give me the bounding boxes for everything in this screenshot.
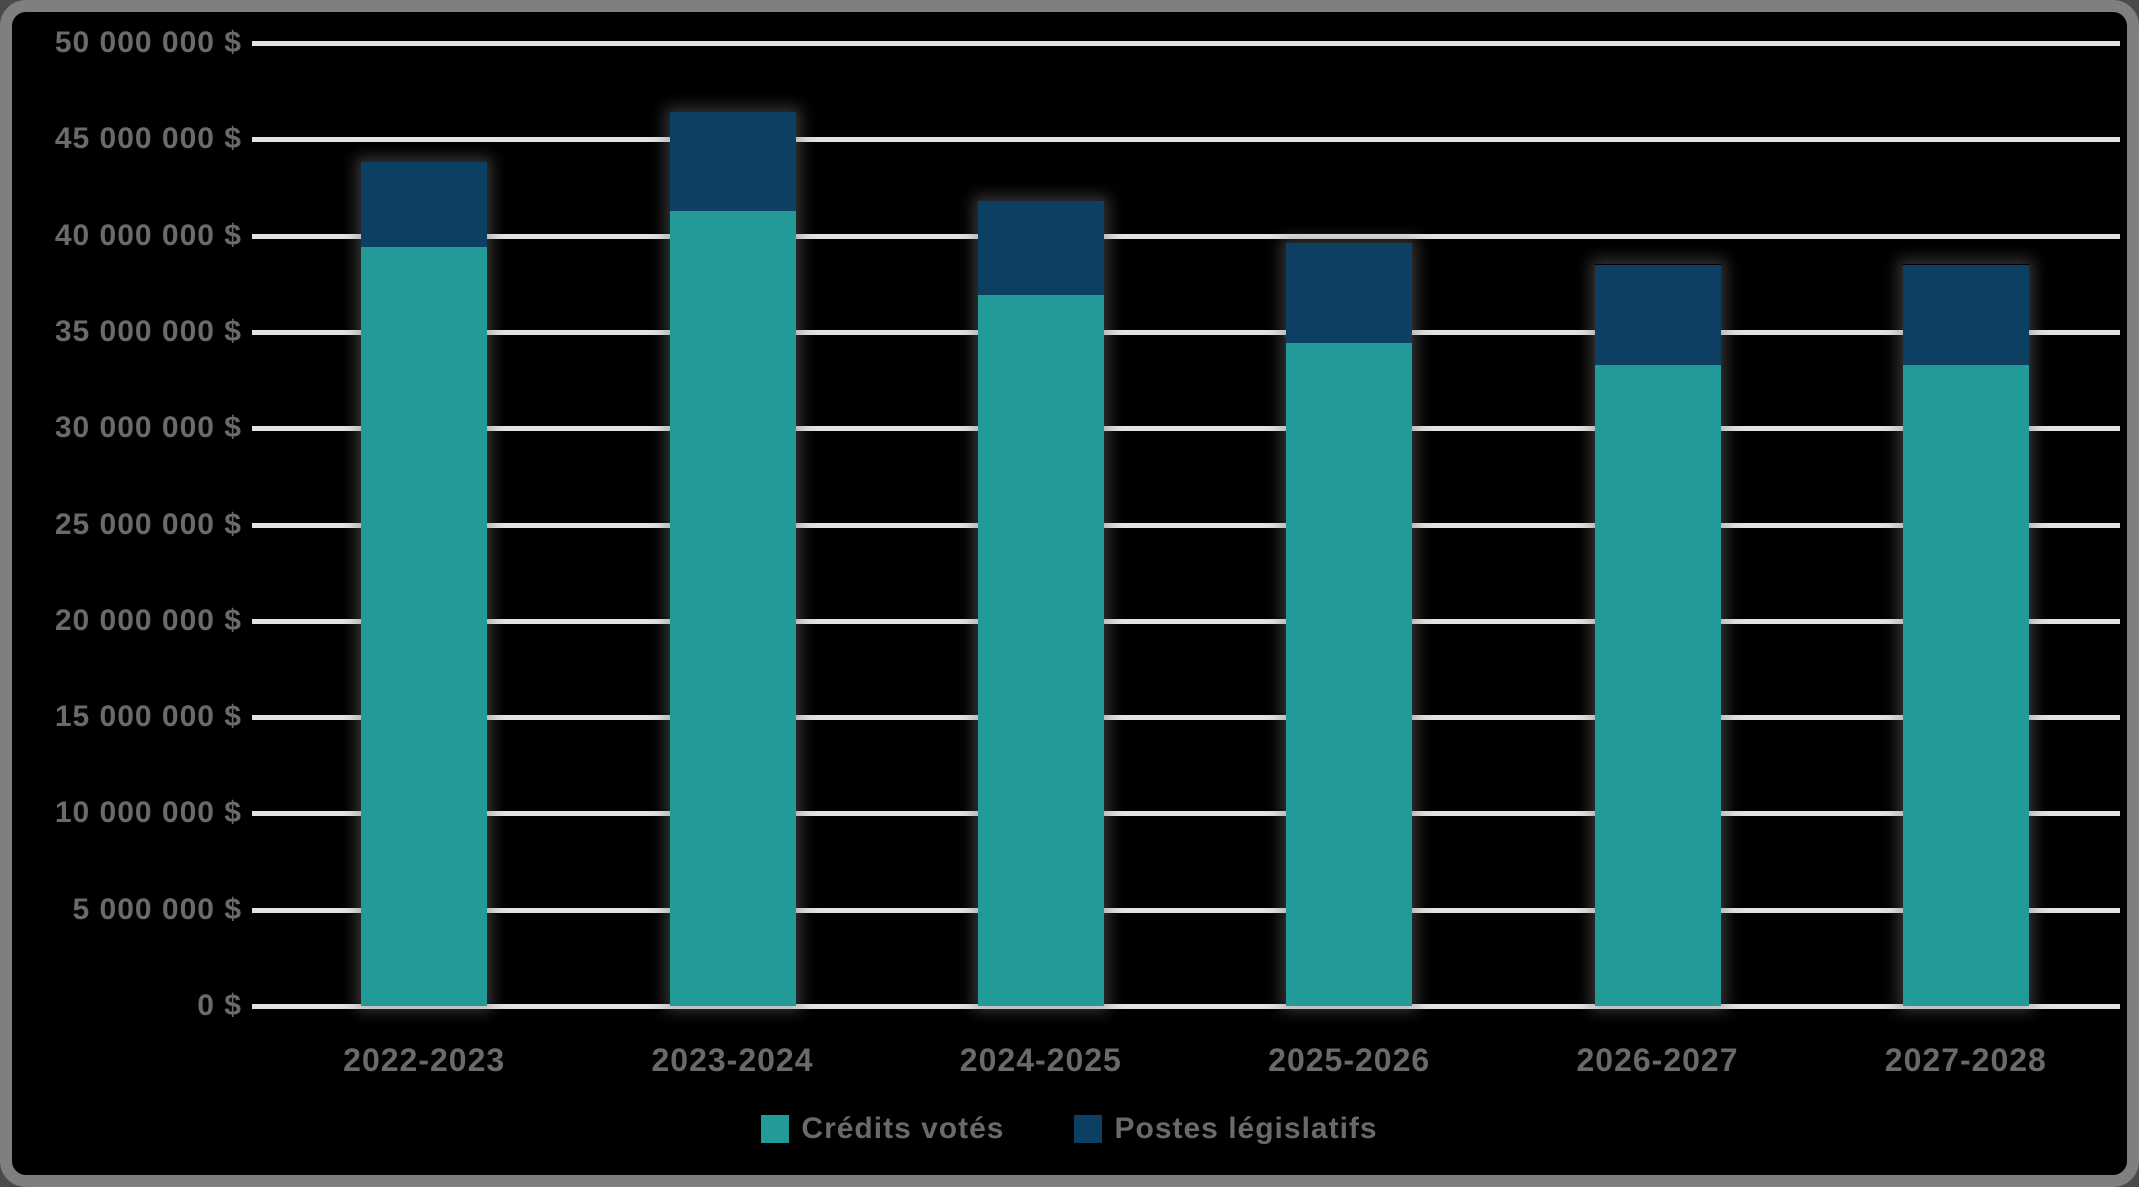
bar-2026-2027 [1594, 264, 1721, 1006]
legend-item-credits-votes: Crédits votés [761, 1112, 1004, 1146]
gridline [252, 41, 2120, 46]
gridline [252, 907, 2120, 913]
bar-2025-2026 [1286, 243, 1413, 1006]
bar-segment-postes-legislatifs [669, 112, 796, 211]
legend-swatch-icon [1074, 1115, 1103, 1143]
gridline [252, 1004, 2120, 1009]
bar-segment-postes-legislatifs [1594, 264, 1721, 365]
legend-label: Postes législatifs [1114, 1112, 1378, 1145]
x-axis-tick-label: 2024-2025 [959, 1042, 1122, 1078]
gridline [252, 329, 2120, 335]
bar-segment-postes-legislatifs [361, 162, 488, 248]
gridline [252, 811, 2120, 817]
bar-2027-2028 [1902, 264, 2029, 1006]
bar-2024-2025 [977, 200, 1104, 1006]
bar-2022-2023 [361, 162, 488, 1006]
bar-segment-postes-legislatifs [1902, 264, 2029, 365]
gridline [252, 618, 2120, 624]
legend-item-postes-legislatifs: Postes législatifs [1074, 1112, 1377, 1146]
x-axis-tick-label: 2025-2026 [1268, 1042, 1431, 1078]
y-axis-tick-label: 0 $ [197, 989, 242, 1022]
x-axis-tick-label: 2027-2028 [1884, 1042, 2047, 1078]
bar-segment-credits-votes [669, 210, 796, 1006]
y-axis-tick-label: 30 000 000 $ [54, 411, 242, 445]
gridline [252, 233, 2120, 239]
legend-label: Crédits votés [801, 1112, 1005, 1145]
bar-segment-credits-votes [1902, 364, 2029, 1006]
chart-legend: Crédits votés Postes législatifs [0, 1112, 2139, 1146]
bar-segment-postes-legislatifs [977, 200, 1104, 296]
bar-segment-postes-legislatifs [1286, 243, 1413, 344]
y-axis-tick-label: 35 000 000 $ [54, 314, 242, 348]
y-axis-tick-label: 40 000 000 $ [54, 218, 242, 252]
y-axis-tick-label: 25 000 000 $ [54, 507, 242, 541]
x-axis-tick-label: 2023-2024 [651, 1042, 814, 1078]
y-axis-tick-label: 45 000 000 $ [54, 122, 242, 156]
bar-segment-credits-votes [1594, 364, 1721, 1006]
x-axis-tick-label: 2026-2027 [1576, 1042, 1739, 1078]
bar-segment-credits-votes [361, 247, 488, 1006]
gridline [252, 715, 2120, 721]
y-axis-tick-label: 10 000 000 $ [54, 796, 242, 830]
gridline [252, 137, 2120, 143]
legend-swatch-icon [761, 1115, 790, 1143]
y-axis-tick-label: 20 000 000 $ [54, 603, 242, 637]
x-axis-tick-label: 2022-2023 [343, 1042, 506, 1078]
gridline [252, 426, 2120, 432]
y-axis-tick-label: 5 000 000 $ [72, 892, 242, 926]
y-axis-tick-label: 15 000 000 $ [54, 700, 242, 734]
gridline [252, 522, 2120, 528]
bar-segment-credits-votes [1286, 343, 1413, 1006]
y-axis-tick-label: 50 000 000 $ [54, 26, 242, 59]
bar-2023-2024 [669, 112, 796, 1006]
bar-segment-credits-votes [977, 295, 1104, 1006]
